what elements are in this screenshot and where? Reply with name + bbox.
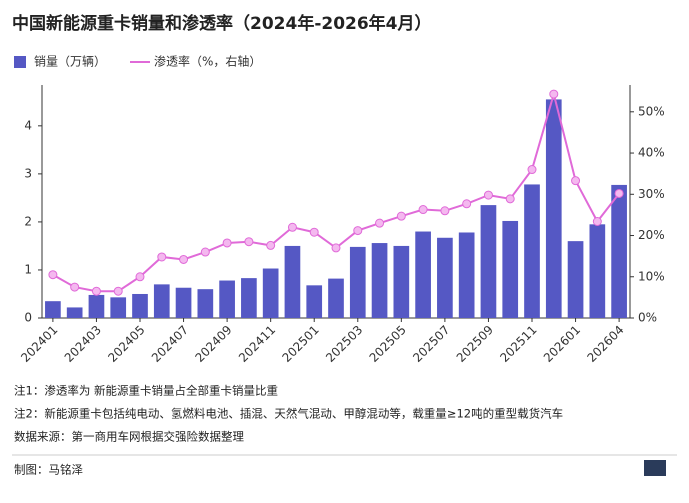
note: 数据来源：第一商用车网根据交强险数据整理 (14, 430, 244, 444)
y2-tick-label: 0% (638, 311, 657, 325)
bar (175, 287, 192, 318)
bar (262, 268, 279, 318)
bar (524, 184, 540, 318)
bar (153, 284, 170, 318)
y2-tick-label: 50% (638, 104, 665, 118)
line-point (375, 218, 385, 228)
x-tick-label: 202604 (584, 323, 626, 365)
line-point (135, 272, 145, 282)
x-tick-label: 202409 (192, 323, 234, 365)
y-tick-label: 0 (24, 311, 32, 325)
legend-label: 销量（万辆） (34, 55, 106, 69)
x-tick-label: 202503 (323, 323, 365, 365)
line-point (571, 176, 581, 186)
bar (567, 241, 584, 318)
bar (589, 224, 606, 318)
bar (241, 278, 257, 318)
bar (132, 293, 148, 318)
bar (393, 245, 410, 318)
bar (110, 297, 127, 318)
line-point (614, 188, 624, 198)
x-tick-label: 202601 (541, 323, 583, 365)
chart-title: 中国新能源重卡销量和渗透率（2024年-2026年4月） (12, 13, 432, 34)
bar (66, 307, 83, 318)
bar (545, 99, 562, 318)
bar (415, 231, 431, 318)
legend-label: 渗透率（%，右轴） (154, 54, 261, 69)
line-point (48, 270, 58, 280)
bar (197, 289, 214, 318)
y2-tick-label: 40% (638, 146, 665, 160)
line-point (396, 211, 406, 221)
bar (480, 205, 497, 318)
bar (284, 245, 301, 318)
credit: 制图：马铭泽 (14, 463, 83, 477)
line-point (505, 194, 515, 204)
x-tick-label: 202401 (18, 323, 60, 365)
line-point (157, 252, 167, 262)
line-point (592, 217, 602, 227)
line-point (462, 199, 472, 209)
bar (306, 285, 323, 318)
legend-swatch (14, 56, 26, 68)
line-point (91, 286, 101, 296)
x-tick-label: 202507 (410, 323, 452, 365)
line-point (418, 205, 428, 215)
line-point (331, 243, 341, 253)
line-point (244, 237, 254, 247)
x-tick-label: 202511 (497, 323, 539, 365)
bar (611, 184, 627, 318)
x-tick-label: 202501 (280, 323, 322, 365)
y-tick-label: 1 (24, 262, 32, 276)
x-tick-label: 202509 (454, 323, 496, 365)
bar (328, 278, 344, 318)
logo (644, 460, 666, 476)
x-tick-label: 202505 (367, 323, 409, 365)
bar (458, 232, 475, 318)
bar (502, 220, 519, 318)
y2-tick-label: 10% (638, 269, 665, 283)
x-tick-label: 202407 (149, 323, 191, 365)
line-point (222, 238, 232, 248)
line-point (527, 165, 537, 175)
note: 注2：新能源重卡包括纯电动、氢燃料电池、插混、天然气混动、甲醇混动等，载重量≥1… (14, 407, 563, 421)
bar (371, 243, 388, 318)
y-tick-label: 4 (24, 118, 32, 132)
line-point (549, 89, 559, 99)
line-point (483, 190, 493, 200)
line-point (440, 206, 450, 216)
y2-tick-label: 30% (638, 187, 665, 201)
y-tick-label: 3 (24, 166, 32, 180)
x-tick-label: 202411 (236, 323, 278, 365)
line-point (200, 247, 210, 257)
line-point (287, 222, 297, 232)
bar (349, 246, 366, 318)
line-point (70, 282, 80, 292)
x-tick-label: 202403 (62, 323, 104, 365)
line-point (113, 286, 123, 296)
bar (219, 280, 235, 318)
bar (88, 294, 105, 318)
bar (45, 301, 61, 318)
bar (437, 237, 453, 318)
y-tick-label: 2 (24, 214, 32, 228)
line-point (179, 254, 189, 264)
line-point (353, 226, 363, 236)
x-tick-label: 202405 (105, 323, 147, 365)
line-point (309, 227, 319, 237)
line-point (266, 240, 276, 250)
note: 注1：渗透率为 新能源重卡销量占全部重卡销量比重 (14, 384, 278, 398)
y2-tick-label: 20% (638, 228, 665, 242)
